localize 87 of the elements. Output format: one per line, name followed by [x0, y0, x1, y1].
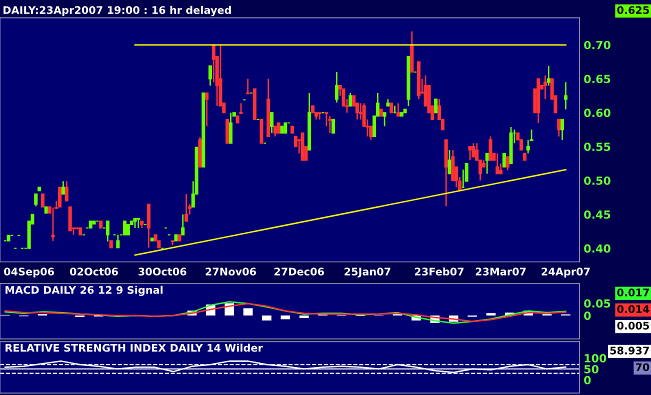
candlestick [334, 71, 338, 104]
candlestick [324, 112, 328, 127]
y-tick-label: 0.50 [584, 176, 610, 185]
candlestick [106, 220, 110, 242]
y-tick-label: 0.05 [584, 299, 610, 308]
candlestick [485, 152, 489, 174]
candlestick [205, 92, 209, 127]
y-tick-label: 0 [584, 312, 591, 320]
x-tick-label: 25Jan07 [344, 268, 390, 278]
candlestick [58, 186, 62, 208]
candlestick [184, 193, 188, 222]
y-tick-label: 100 [584, 354, 606, 362]
candlestick [506, 156, 510, 172]
candlestick [68, 206, 72, 232]
candlestick [390, 102, 394, 114]
candlestick [488, 136, 492, 161]
candlestick [226, 118, 230, 144]
candlestick [273, 126, 277, 138]
candlestick [543, 74, 547, 100]
candlestick [564, 82, 568, 110]
candlestick [332, 118, 336, 134]
candlestick [208, 65, 212, 86]
chart-title: DAILY:23Apr2007 19:00 : 16 hr delayed [4, 6, 231, 16]
candlestick [560, 118, 564, 141]
candlestick [260, 118, 264, 144]
y-tick-label: 0.55 [584, 142, 610, 151]
y-tick-label: 0.70 [584, 40, 610, 50]
candlestick [246, 78, 250, 94]
text: 0.014 [617, 305, 650, 314]
y-tick-label: 0.65 [584, 74, 610, 84]
chart-title: MACD DAILY 26 12 9 Signal [6, 286, 163, 296]
candlestick [284, 122, 288, 134]
y-tick-label: 0.40 [584, 244, 610, 253]
bar [299, 316, 309, 318]
candlestick [228, 112, 232, 144]
candlestick [146, 204, 150, 248]
candlestick [40, 194, 44, 208]
candlestick [136, 218, 140, 229]
text: 0.005 [617, 322, 649, 330]
candlestick [64, 180, 68, 202]
candlestick [116, 234, 120, 248]
candlestick [546, 65, 550, 86]
bar [280, 316, 290, 320]
candlestick [123, 220, 127, 236]
y-tick-label: 0.60 [584, 108, 610, 118]
candlestick [126, 224, 130, 236]
candlestick [61, 180, 65, 195]
candlestick [468, 146, 472, 161]
candlestick [526, 139, 530, 154]
candlestick [348, 92, 352, 107]
candlestick [502, 152, 506, 168]
candlestick [472, 142, 476, 158]
x-tick-label: 27Dec06 [274, 268, 324, 276]
candlestick [499, 162, 503, 174]
candlestick [451, 149, 455, 182]
text: 58.937 [610, 346, 649, 354]
x-tick-label: 02Oct06 [70, 268, 118, 276]
text: 70 [636, 363, 650, 372]
x-tick-label: 30Oct06 [138, 268, 186, 276]
candlestick [396, 102, 400, 117]
text: 0.017 [617, 288, 649, 296]
candlestick [496, 152, 500, 174]
x-tick-label: 27Nov06 [206, 268, 256, 276]
x-tick-label: 23Mar07 [476, 268, 526, 276]
candlestick [212, 44, 216, 83]
bar [486, 313, 496, 316]
chart-title: RELATIVE STRENGTH INDEX DAILY 14 Wilder [6, 344, 263, 352]
x-tick-label: 24Apr07 [542, 268, 590, 278]
bar [262, 316, 272, 320]
text: 0.625 [617, 6, 649, 14]
candlestick [557, 118, 561, 138]
candlestick [382, 112, 386, 127]
candlestick [51, 206, 55, 242]
y-tick-label: 0 [584, 376, 591, 384]
x-tick-label: 04Sep06 [4, 268, 54, 278]
candlestick [34, 193, 38, 207]
candlestick [133, 218, 137, 229]
bar [243, 308, 253, 316]
y-tick-label: 0.45 [584, 210, 610, 219]
candlestick [276, 122, 280, 134]
y-tick-label: 50 [584, 364, 598, 374]
x-tick-label: 23Feb07 [414, 267, 464, 276]
candlestick [328, 115, 332, 134]
candlestick [270, 112, 274, 134]
candlestick [448, 149, 452, 174]
candlestick [181, 214, 185, 236]
candlestick [434, 98, 438, 114]
